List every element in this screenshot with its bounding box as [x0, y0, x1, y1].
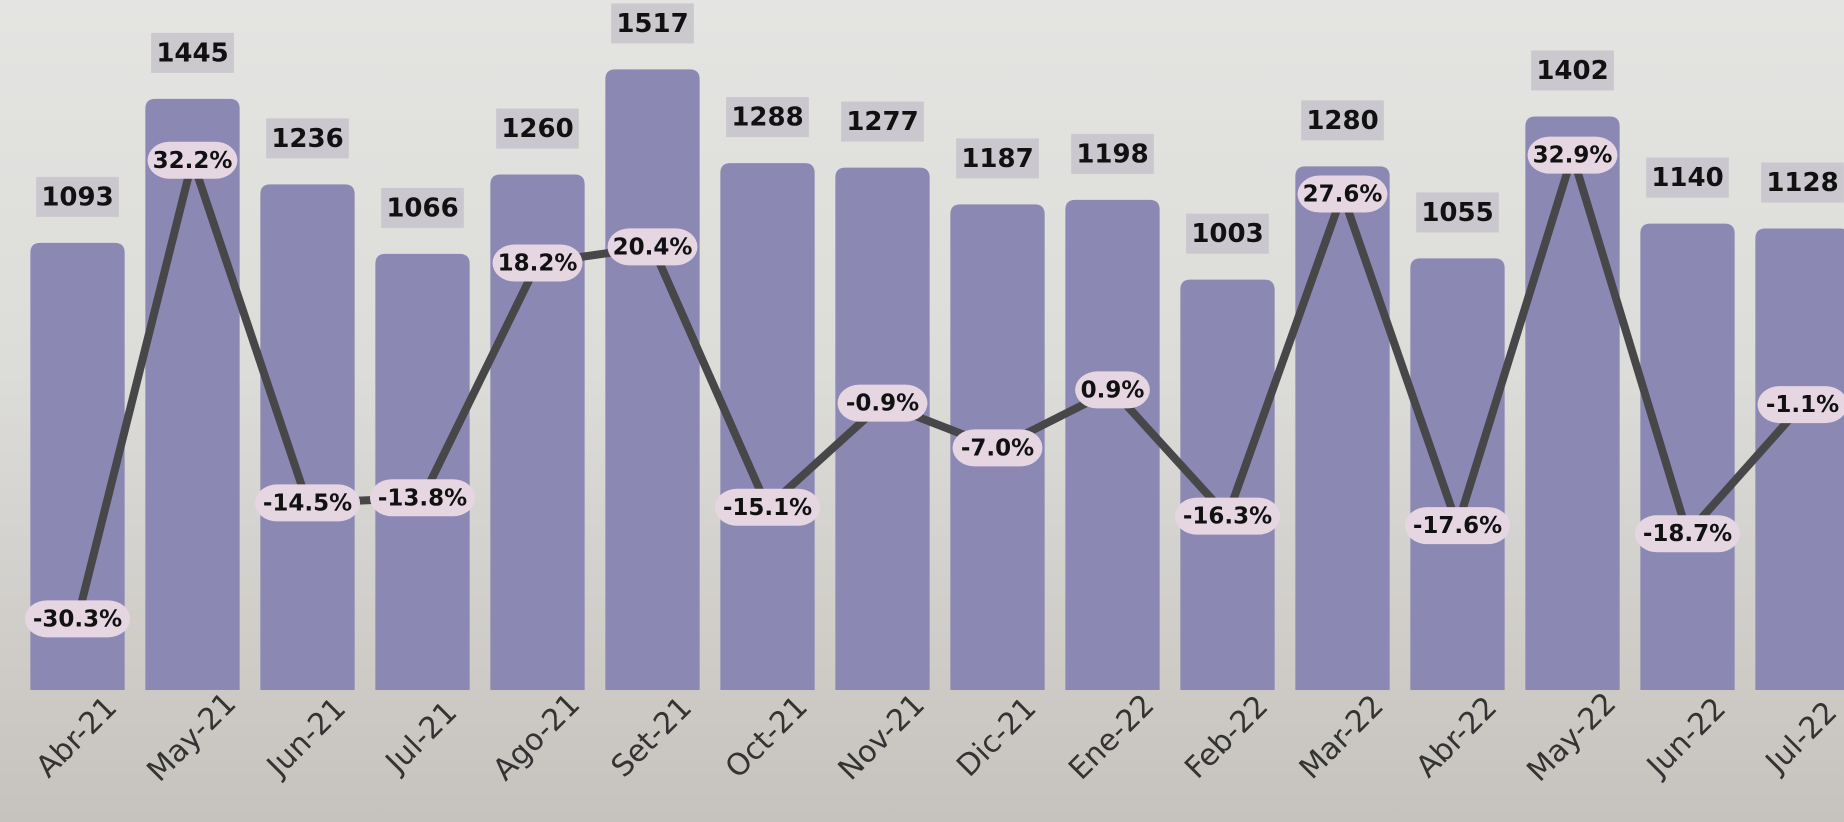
bar-value-label: 1445 [156, 38, 228, 68]
x-tick-label: Jul-21 [378, 695, 464, 781]
bar-value-label: 1128 [1766, 168, 1838, 198]
line-value-label: 18.2% [498, 250, 578, 276]
bar-value-label: 1280 [1306, 106, 1378, 136]
line-value-label: -17.6% [1413, 513, 1502, 539]
line-value-label: -0.9% [846, 391, 919, 417]
bar-value-label: 1055 [1421, 198, 1493, 228]
page: 1093 1445 1236 1066 1260 1517 1288 1277 1187 1198… [0, 0, 1844, 822]
x-tick-label: Jun-22 [1639, 691, 1733, 785]
bar [1295, 166, 1389, 690]
x-tick-label: Abr-21 [29, 690, 124, 785]
line-value-label: 20.4% [613, 234, 693, 260]
bar [1640, 224, 1734, 690]
bar-value-label: 1517 [616, 9, 688, 39]
x-tick-label: Dic-21 [950, 691, 1043, 784]
bar-value-label: 1187 [961, 144, 1033, 174]
bar [1525, 116, 1619, 690]
x-tick-label: Jun-21 [259, 691, 353, 785]
bar [145, 99, 239, 690]
bar-value-label: 1140 [1651, 163, 1723, 193]
line-value-label: -1.1% [1766, 392, 1839, 418]
x-tick-label: Abr-22 [1409, 690, 1504, 785]
bar-value-label: 1003 [1191, 219, 1263, 249]
x-tick-label: Ago-21 [486, 687, 587, 788]
line-value-label: -7.0% [961, 435, 1034, 461]
line-value-label: -18.7% [1643, 521, 1732, 547]
x-tick-label: Oct-21 [719, 689, 815, 785]
line-value-label: -13.8% [378, 485, 467, 511]
bar [375, 254, 469, 690]
chart: 1093 1445 1236 1066 1260 1517 1288 1277 1187 1198… [0, 0, 1844, 822]
bar-value-label: 1277 [846, 107, 918, 137]
bar-value-label: 1260 [501, 114, 573, 144]
line-value-label: 32.9% [1533, 143, 1613, 169]
line-value-label: -16.3% [1183, 504, 1272, 530]
bar [1065, 200, 1159, 690]
bar-value-label: 1288 [731, 103, 803, 133]
line-value-label: -30.3% [33, 606, 122, 632]
x-tick-label: Set-21 [605, 690, 699, 784]
bar [605, 69, 699, 690]
x-tick-label: Nov-21 [832, 687, 932, 787]
x-tick-label: May-21 [140, 686, 243, 789]
bar [1755, 229, 1844, 690]
x-tick-label: Ene-22 [1062, 688, 1161, 787]
bar [1410, 258, 1504, 690]
bar-value-label: 1198 [1076, 139, 1148, 169]
bar-value-label: 1236 [271, 124, 343, 154]
bar [260, 184, 354, 690]
line-value-label: -14.5% [263, 490, 352, 516]
line-value-label: 27.6% [1303, 182, 1383, 208]
bar-value-label: 1093 [41, 182, 113, 212]
bar-value-label: 1402 [1536, 56, 1608, 86]
x-tick-label: May-22 [1520, 686, 1623, 789]
x-tick-label: Feb-22 [1178, 689, 1275, 786]
bar-value-label: 1066 [386, 193, 458, 223]
x-tick-label: Mar-22 [1293, 688, 1391, 786]
line-value-label: 0.9% [1081, 377, 1145, 403]
x-tick-label: Jul-22 [1758, 695, 1844, 781]
line-value-label: -15.1% [723, 495, 812, 521]
line-value-label: 32.2% [153, 148, 233, 174]
